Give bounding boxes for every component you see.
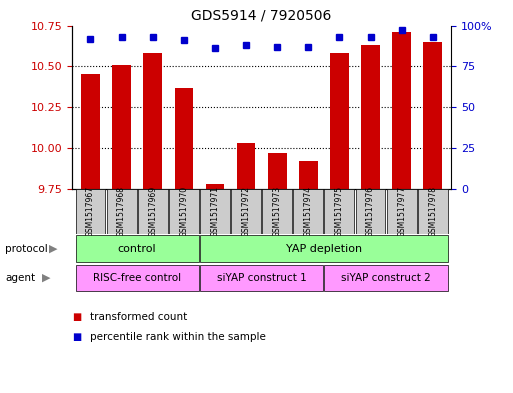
FancyBboxPatch shape: [169, 189, 199, 234]
FancyBboxPatch shape: [325, 265, 448, 291]
Text: transformed count: transformed count: [90, 312, 187, 322]
FancyBboxPatch shape: [356, 189, 385, 234]
Text: GSM1517977: GSM1517977: [397, 185, 406, 237]
Bar: [299, 161, 318, 189]
Bar: [144, 53, 162, 189]
Bar: [423, 42, 442, 189]
Bar: [236, 143, 255, 189]
Bar: [174, 88, 193, 189]
Text: control: control: [118, 244, 156, 253]
FancyBboxPatch shape: [75, 189, 106, 234]
Text: GSM1517973: GSM1517973: [273, 185, 282, 237]
Text: GSM1517974: GSM1517974: [304, 185, 313, 237]
FancyBboxPatch shape: [107, 189, 136, 234]
FancyBboxPatch shape: [75, 235, 199, 262]
Text: agent: agent: [5, 273, 35, 283]
FancyBboxPatch shape: [262, 189, 292, 234]
Text: GSM1517975: GSM1517975: [335, 185, 344, 237]
Text: siYAP construct 1: siYAP construct 1: [217, 273, 306, 283]
Text: ■: ■: [72, 312, 81, 322]
Text: ■: ■: [72, 332, 81, 342]
Text: RISC-free control: RISC-free control: [93, 273, 181, 283]
FancyBboxPatch shape: [387, 189, 417, 234]
FancyBboxPatch shape: [200, 235, 448, 262]
Title: GDS5914 / 7920506: GDS5914 / 7920506: [191, 9, 332, 23]
Text: GSM1517968: GSM1517968: [117, 186, 126, 237]
Text: GSM1517967: GSM1517967: [86, 185, 95, 237]
Text: GSM1517976: GSM1517976: [366, 185, 375, 237]
FancyBboxPatch shape: [293, 189, 323, 234]
FancyBboxPatch shape: [200, 265, 323, 291]
Text: siYAP construct 2: siYAP construct 2: [341, 273, 431, 283]
FancyBboxPatch shape: [418, 189, 448, 234]
Bar: [392, 32, 411, 189]
Text: GSM1517972: GSM1517972: [242, 186, 250, 237]
Text: YAP depletion: YAP depletion: [286, 244, 362, 253]
Text: protocol: protocol: [5, 244, 48, 253]
Text: GSM1517970: GSM1517970: [180, 185, 188, 237]
Bar: [330, 53, 349, 189]
Bar: [268, 153, 287, 189]
Text: percentile rank within the sample: percentile rank within the sample: [90, 332, 266, 342]
Text: GSM1517978: GSM1517978: [428, 186, 437, 237]
FancyBboxPatch shape: [200, 189, 230, 234]
Text: GSM1517969: GSM1517969: [148, 185, 157, 237]
Bar: [361, 45, 380, 189]
Bar: [206, 184, 224, 189]
Bar: [81, 74, 100, 189]
Text: ▶: ▶: [42, 273, 51, 283]
FancyBboxPatch shape: [231, 189, 261, 234]
Bar: [112, 65, 131, 189]
FancyBboxPatch shape: [325, 189, 354, 234]
FancyBboxPatch shape: [138, 189, 168, 234]
FancyBboxPatch shape: [75, 265, 199, 291]
Text: ▶: ▶: [49, 244, 57, 253]
Text: GSM1517971: GSM1517971: [210, 186, 220, 237]
